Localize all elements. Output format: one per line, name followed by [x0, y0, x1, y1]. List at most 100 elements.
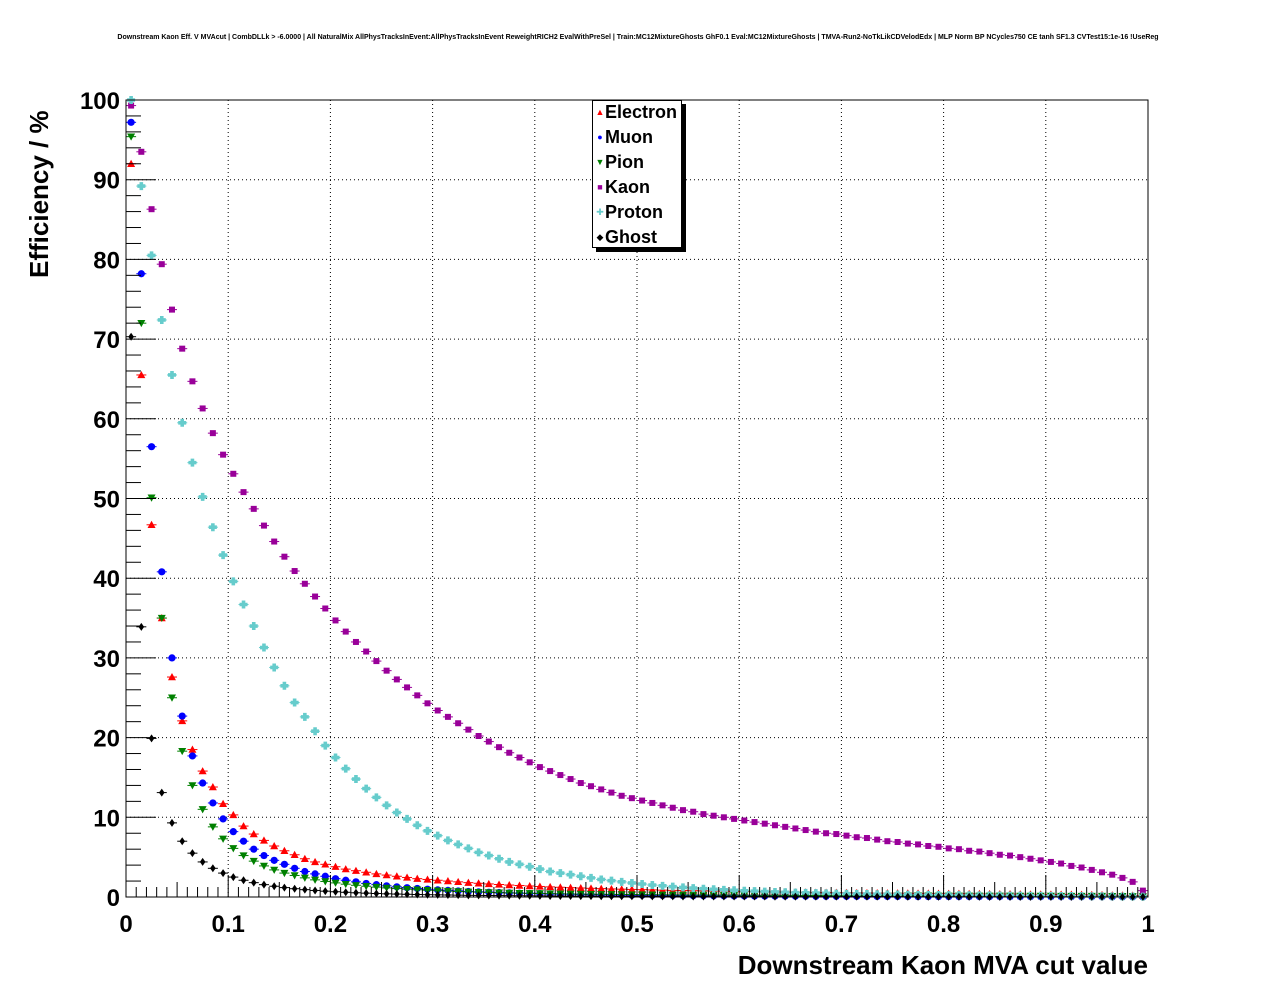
data-point-muon: [218, 815, 229, 823]
data-point-pion: [340, 880, 351, 889]
x-tick-label: 0.2: [314, 911, 347, 938]
data-point-kaon: [923, 842, 934, 849]
data-point-kaon: [412, 692, 423, 699]
data-point-ghost: [626, 892, 637, 901]
data-point-kaon: [279, 553, 290, 560]
data-point-ghost: [146, 734, 157, 743]
data-point-ghost: [586, 892, 597, 901]
data-point-kaon: [177, 345, 188, 352]
data-point-proton: [759, 887, 770, 896]
data-point-electron: [596, 884, 607, 892]
data-point-kaon: [514, 754, 525, 761]
data-point-proton: [667, 882, 678, 891]
data-point-proton: [698, 884, 709, 893]
data-point-kaon: [299, 580, 310, 587]
data-point-muon: [228, 828, 239, 836]
data-point-pion: [187, 782, 198, 790]
data-point-proton: [166, 370, 177, 379]
data-point-kaon: [616, 792, 627, 799]
data-point-ghost: [361, 889, 372, 898]
data-point-ghost: [228, 873, 239, 882]
data-point-pion: [279, 869, 290, 878]
tick-labels: 0 0.1 0.2 0.3 0.4 0.5 0.6 0.7 0.8 0.9 101020304050…: [80, 88, 1155, 938]
data-point-kaon: [780, 823, 791, 830]
data-point-proton: [780, 888, 791, 897]
data-point-pion: [156, 614, 167, 623]
data-point-kaon: [1137, 887, 1148, 894]
data-point-electron: [340, 865, 351, 873]
y-tick-label: 10: [93, 805, 120, 832]
data-point-kaon: [218, 451, 229, 458]
data-point-kaon: [749, 819, 760, 826]
axis-ticks: [125, 99, 1149, 898]
data-point-electron: [299, 854, 310, 862]
y-tick-label: 0: [107, 885, 120, 912]
data-point-proton: [279, 681, 290, 690]
data-point-ghost: [340, 888, 351, 897]
data-point-muon: [269, 856, 280, 864]
data-point-pion: [310, 876, 321, 884]
data-point-proton: [534, 865, 545, 874]
data-point-proton: [606, 876, 617, 885]
y-axis-label: Efficiency / %: [24, 110, 54, 278]
data-point-kaon: [698, 811, 709, 818]
data-point-electron: [442, 877, 453, 885]
data-point-kaon: [524, 759, 535, 766]
data-point-proton: [289, 698, 300, 707]
data-point-pion: [361, 883, 372, 891]
data-point-electron: [555, 883, 566, 891]
data-point-kaon: [810, 828, 821, 835]
y-tick-label: 90: [93, 168, 120, 195]
data-point-kaon: [943, 845, 954, 852]
data-point-kaon: [197, 405, 208, 412]
data-point-electron: [514, 881, 525, 889]
data-point-kaon: [1056, 860, 1067, 867]
data-point-pion: [402, 885, 413, 894]
data-point-ghost: [197, 857, 208, 866]
data-point-pion: [218, 835, 229, 843]
data-point-muon: [248, 845, 259, 853]
data-point-ghost: [442, 891, 453, 900]
data-point-proton: [729, 886, 740, 895]
data-point-kaon: [984, 850, 995, 857]
data-point-proton: [197, 492, 208, 501]
data-point-proton: [749, 887, 760, 896]
data-point-ghost: [677, 892, 688, 901]
data-point-ghost: [545, 891, 556, 900]
data-point-proton: [146, 251, 157, 260]
data-point-ghost: [657, 892, 668, 901]
data-point-electron: [289, 850, 300, 858]
data-point-ghost: [534, 891, 545, 900]
x-tick-label: 0.9: [1029, 911, 1062, 938]
data-point-ghost: [207, 864, 218, 873]
data-point-proton: [442, 836, 453, 845]
legend-entry-kaon: ■ Kaon: [593, 174, 650, 199]
data-point-electron: [412, 874, 423, 882]
data-point-electron: [586, 884, 597, 892]
data-point-pion: [330, 879, 341, 887]
data-point-electron: [381, 871, 392, 879]
data-point-ghost: [616, 892, 627, 901]
data-point-electron: [534, 882, 545, 890]
x-axis-label: Downstream Kaon MVA cut value: [738, 950, 1148, 980]
data-point-proton: [514, 860, 525, 869]
data-point-kaon: [1086, 866, 1097, 873]
data-point-ghost: [218, 869, 229, 878]
data-point-proton: [402, 814, 413, 823]
data-point-muon: [166, 654, 177, 662]
data-point-proton: [412, 821, 423, 830]
data-point-pion: [238, 852, 249, 860]
data-point-kaon: [494, 744, 505, 751]
data-point-pion: [177, 747, 188, 756]
data-point-kaon: [1076, 864, 1087, 871]
legend-marker-circle-icon: ●: [597, 131, 603, 142]
data-point-kaon: [504, 749, 515, 756]
legend-label: Pion: [605, 151, 644, 172]
data-point-kaon: [596, 786, 607, 793]
data-point-muon: [146, 443, 157, 451]
data-point-kaon: [861, 835, 872, 842]
data-point-kaon: [831, 831, 842, 838]
data-point-pion: [258, 862, 269, 870]
data-point-ghost: [187, 849, 198, 858]
data-point-kaon: [1117, 874, 1128, 881]
